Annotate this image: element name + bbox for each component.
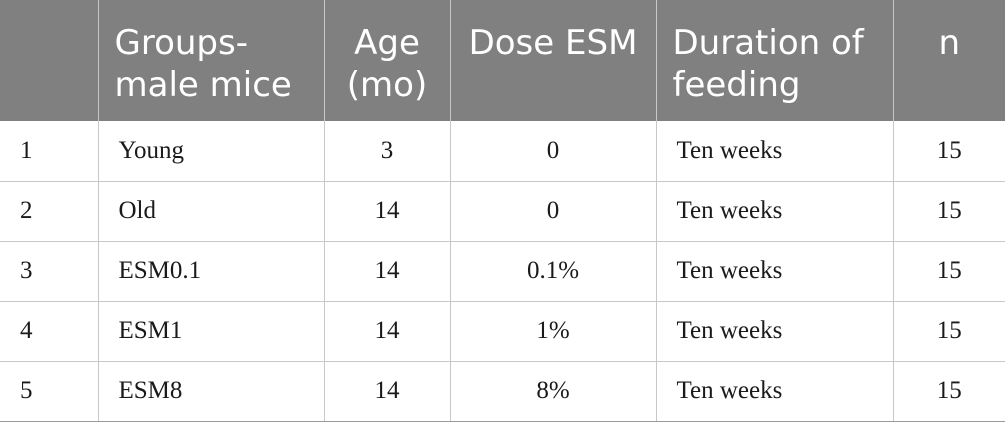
header-row: Groups-male mice Age (mo) Dose ESM Durat… <box>0 0 1005 121</box>
cell-duration: Ten weeks <box>656 181 894 242</box>
header-dose: Dose ESM <box>450 0 657 121</box>
mice-groups-table: Groups-male mice Age (mo) Dose ESM Durat… <box>0 0 1005 422</box>
cell-duration: Ten weeks <box>656 301 894 362</box>
cell-n: 15 <box>893 181 1005 242</box>
cell-index: 2 <box>0 181 99 242</box>
cell-dose: 0.1% <box>450 241 657 302</box>
table-row: 5 ESM8 14 8% Ten weeks 15 <box>0 361 1005 422</box>
cell-age: 14 <box>324 181 451 242</box>
cell-index: 5 <box>0 361 99 422</box>
cell-dose: 0 <box>450 121 657 182</box>
cell-group: ESM8 <box>98 361 325 422</box>
cell-n: 15 <box>893 361 1005 422</box>
cell-n: 15 <box>893 121 1005 182</box>
cell-index: 1 <box>0 121 99 182</box>
header-index <box>0 0 99 121</box>
cell-group: ESM1 <box>98 301 325 362</box>
cell-duration: Ten weeks <box>656 121 894 182</box>
table-row: 2 Old 14 0 Ten weeks 15 <box>0 181 1005 242</box>
cell-dose: 0 <box>450 181 657 242</box>
cell-age: 14 <box>324 361 451 422</box>
cell-age: 14 <box>324 301 451 362</box>
cell-group: ESM0.1 <box>98 241 325 302</box>
cell-age: 14 <box>324 241 451 302</box>
cell-n: 15 <box>893 241 1005 302</box>
table-row: 4 ESM1 14 1% Ten weeks 15 <box>0 301 1005 362</box>
table-row: 3 ESM0.1 14 0.1% Ten weeks 15 <box>0 241 1005 302</box>
cell-age: 3 <box>324 121 451 182</box>
data-table-container: Groups-male mice Age (mo) Dose ESM Durat… <box>0 0 1005 422</box>
cell-dose: 1% <box>450 301 657 362</box>
table-row: 1 Young 3 0 Ten weeks 15 <box>0 121 1005 182</box>
cell-dose: 8% <box>450 361 657 422</box>
header-n: n <box>893 0 1005 121</box>
cell-duration: Ten weeks <box>656 361 894 422</box>
cell-group: Young <box>98 121 325 182</box>
table-header: Groups-male mice Age (mo) Dose ESM Durat… <box>0 0 1005 121</box>
cell-index: 3 <box>0 241 99 302</box>
header-groups: Groups-male mice <box>98 0 325 121</box>
cell-group: Old <box>98 181 325 242</box>
cell-index: 4 <box>0 301 99 362</box>
table-body: 1 Young 3 0 Ten weeks 15 2 Old 14 0 Ten … <box>0 121 1005 422</box>
header-duration: Duration of feeding <box>656 0 894 121</box>
header-age: Age (mo) <box>324 0 451 121</box>
cell-n: 15 <box>893 301 1005 362</box>
cell-duration: Ten weeks <box>656 241 894 302</box>
